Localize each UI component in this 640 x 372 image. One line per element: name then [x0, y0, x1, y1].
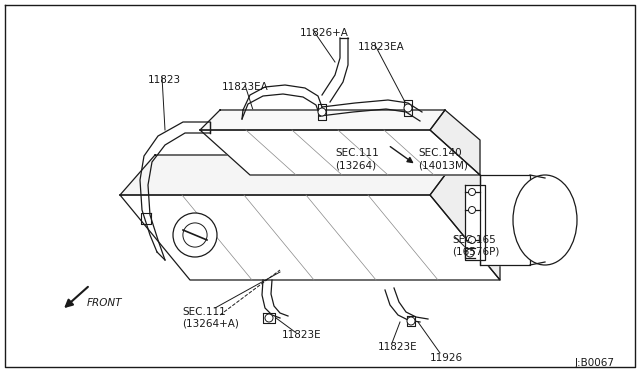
Circle shape	[468, 206, 476, 214]
Text: FRONT: FRONT	[87, 298, 122, 308]
Ellipse shape	[513, 175, 577, 265]
Circle shape	[468, 189, 476, 196]
Text: SEC.165: SEC.165	[452, 235, 496, 245]
Polygon shape	[480, 175, 530, 265]
Text: (16576P): (16576P)	[452, 247, 499, 257]
Text: SEC.111: SEC.111	[182, 307, 226, 317]
Text: SEC.140: SEC.140	[418, 148, 461, 158]
Circle shape	[407, 317, 415, 325]
Circle shape	[183, 223, 207, 247]
Polygon shape	[430, 110, 480, 175]
Polygon shape	[200, 110, 445, 130]
Circle shape	[318, 108, 326, 116]
Polygon shape	[120, 155, 460, 195]
Text: (13264): (13264)	[335, 160, 376, 170]
Text: SEC.111: SEC.111	[335, 148, 379, 158]
Text: 11826+A: 11826+A	[300, 28, 349, 38]
Text: 11823E: 11823E	[378, 342, 418, 352]
Polygon shape	[430, 155, 500, 280]
Text: J:B0067: J:B0067	[575, 358, 615, 368]
Circle shape	[466, 249, 474, 257]
Circle shape	[468, 237, 476, 244]
Text: 11926: 11926	[430, 353, 463, 363]
Text: 11823EA: 11823EA	[222, 82, 269, 92]
Circle shape	[265, 314, 273, 322]
Polygon shape	[465, 185, 485, 260]
Text: 11823EA: 11823EA	[358, 42, 404, 52]
Polygon shape	[120, 195, 500, 280]
Text: 11823: 11823	[148, 75, 181, 85]
Text: (13264+A): (13264+A)	[182, 319, 239, 329]
Text: (14013M): (14013M)	[418, 160, 468, 170]
Polygon shape	[200, 130, 480, 175]
Text: 11823E: 11823E	[282, 330, 322, 340]
Circle shape	[173, 213, 217, 257]
Circle shape	[404, 104, 412, 112]
